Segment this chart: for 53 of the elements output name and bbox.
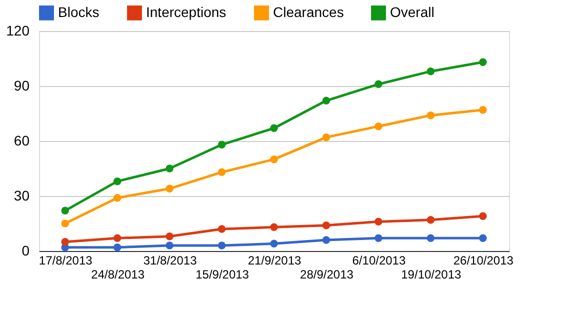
x-tick-label: 24/8/2013 [91,268,145,282]
point [479,234,487,242]
point [479,212,487,220]
point [426,234,435,242]
point [270,240,278,248]
y-tick-label: 0 [22,242,30,258]
x-tick-label: 26/10/2013 [453,254,514,268]
point [322,236,330,244]
point [166,232,174,240]
point [374,218,382,226]
y-tick-label: 60 [14,132,30,148]
x-tick-label: 6/10/2013 [352,254,406,268]
point [322,221,330,230]
point [426,67,435,76]
point [218,242,226,250]
point [61,206,69,215]
x-tick-label: 17/8/2013 [38,254,93,268]
point [374,122,382,130]
point [270,155,278,164]
legend-label: Clearances [273,4,344,20]
point [479,106,487,114]
point [479,58,487,66]
point [218,168,226,176]
legend-label: Overall [390,4,434,20]
point [113,234,122,242]
point [113,177,122,186]
point [374,234,382,242]
point [166,164,174,172]
y-tick-label: 90 [14,78,30,94]
point [270,124,278,132]
point [218,140,226,149]
y-tick-label: 120 [6,22,30,38]
x-tick-label: 21/9/2013 [248,254,302,268]
x-tick-label: 15/9/2013 [196,268,250,282]
x-tick-label: 19/10/2013 [401,268,462,282]
point [374,80,382,88]
legend-label: Interceptions [146,4,226,20]
point [113,194,122,202]
point [218,225,226,233]
point [270,223,278,232]
point [113,243,122,252]
x-tick-label: 31/8/2013 [143,254,198,268]
point [61,220,69,228]
point [426,111,435,120]
y-tick-label: 30 [14,188,30,204]
point [166,184,174,193]
point [426,216,435,224]
point [61,238,69,246]
point [322,96,330,105]
point [322,133,330,142]
point [166,242,174,250]
x-tick-label: 28/9/2013 [300,268,354,282]
legend-label: Blocks [58,4,100,20]
